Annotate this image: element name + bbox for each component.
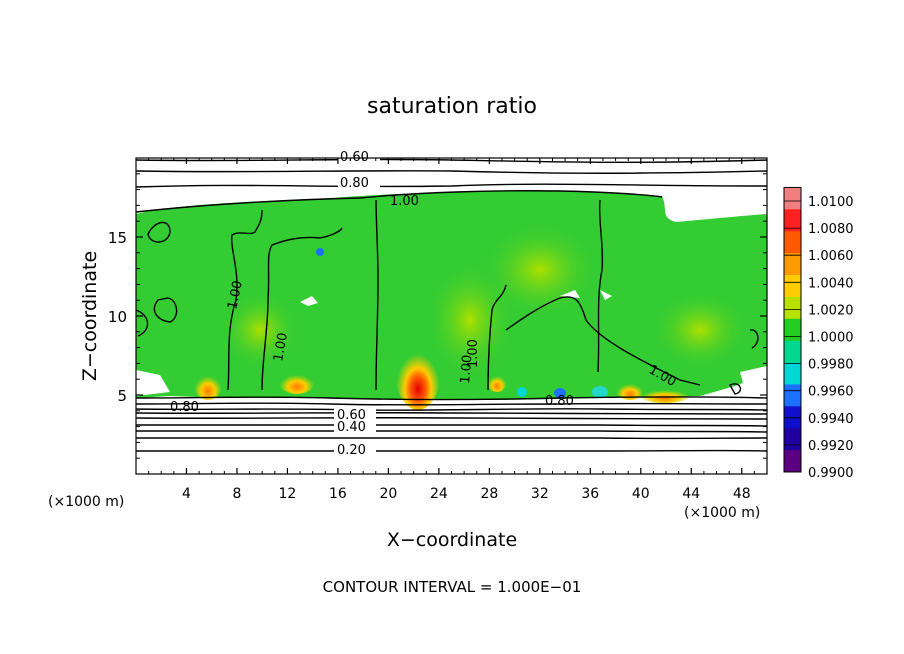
x-axis-label: X−coordinate: [387, 529, 517, 551]
y-axis: 5 10 15: [108, 173, 767, 459]
colorbar-label: 1.0000: [808, 331, 854, 346]
colorbar-label: 0.9900: [808, 466, 854, 481]
x-axis: 4 8 12 16 20 24 28 32 36 40 44 48: [148, 158, 768, 502]
x-tick-label: 8: [232, 486, 241, 502]
colorbar-label: 1.0080: [808, 222, 854, 237]
colorbar-swatch: [784, 187, 801, 210]
contour-label-080-top: 0.80: [340, 176, 369, 191]
contour-label-100-d: 1.00: [466, 339, 481, 368]
colorbar-label: 0.9940: [808, 412, 854, 427]
plot-area: [136, 158, 767, 474]
y-tick-label: 10: [108, 308, 127, 326]
x-unit-right: (×1000 m): [684, 505, 760, 521]
colorbar-swatch: [784, 362, 801, 385]
colorbar-label: 1.0020: [808, 303, 854, 318]
x-tick-label: 36: [581, 486, 599, 502]
x-tick-label: 12: [279, 486, 297, 502]
x-tick-label: 16: [329, 486, 347, 502]
y-axis-label: Z−coordinate: [79, 251, 101, 381]
contour-label-100-a: 1.00: [390, 194, 419, 209]
colorbar-swatch: [784, 209, 801, 232]
colorbar-label: 0.9980: [808, 358, 854, 373]
y-tick-label: 5: [117, 387, 127, 405]
colorbar-swatch: [784, 340, 801, 364]
x-tick-label: 48: [733, 486, 751, 502]
x-tick-label: 24: [430, 486, 448, 502]
contour-label-100-b: 1.00: [225, 279, 246, 310]
x-tick-label: 32: [531, 486, 549, 502]
colorbar-label: 1.0040: [808, 276, 854, 291]
y-tick-label: 15: [108, 229, 127, 247]
contour-label-080-right: 0.80: [545, 394, 574, 409]
colorbar-swatch: [784, 253, 801, 276]
x-tick-label: 40: [632, 486, 650, 502]
colorbar-swatch: [784, 450, 801, 473]
contour-label-080-left: 0.80: [170, 400, 199, 415]
colorbar-label: 1.0100: [808, 195, 854, 210]
contour-label-020: 0.20: [337, 443, 366, 458]
x-tick-label: 4: [182, 486, 191, 502]
colorbar-swatch: [784, 428, 801, 451]
colorbar-swatch: [784, 384, 801, 407]
chart-title: saturation ratio: [367, 94, 537, 119]
x-tick-label: 44: [682, 486, 700, 502]
colorbar-label: 0.9920: [808, 439, 854, 454]
contour-interval-footer: CONTOUR INTERVAL = 1.000E−01: [323, 578, 582, 596]
colorbar-swatch: [784, 275, 801, 298]
x-unit-left: (×1000 m): [48, 494, 124, 510]
colorbar-label: 0.9960: [808, 385, 854, 400]
x-tick-label: 20: [379, 486, 397, 502]
colorbar-swatch: [784, 231, 801, 254]
x-tick-label: 28: [480, 486, 498, 502]
contour-label-100-e: 1.00: [458, 354, 475, 384]
colorbar-label: 1.0060: [808, 249, 854, 264]
contour-label-060-bottom: 0.60: [337, 408, 366, 423]
colorbar-swatch: [784, 318, 801, 342]
contour-label-100-c: 1.00: [271, 332, 291, 363]
contour-label-040: 0.40: [337, 420, 366, 435]
colorbar-swatch: [784, 296, 801, 320]
colorbar: 1.0100 1.0080 1.0060 1.0040 1.0020 1.0000 0.99…: [783, 186, 854, 481]
